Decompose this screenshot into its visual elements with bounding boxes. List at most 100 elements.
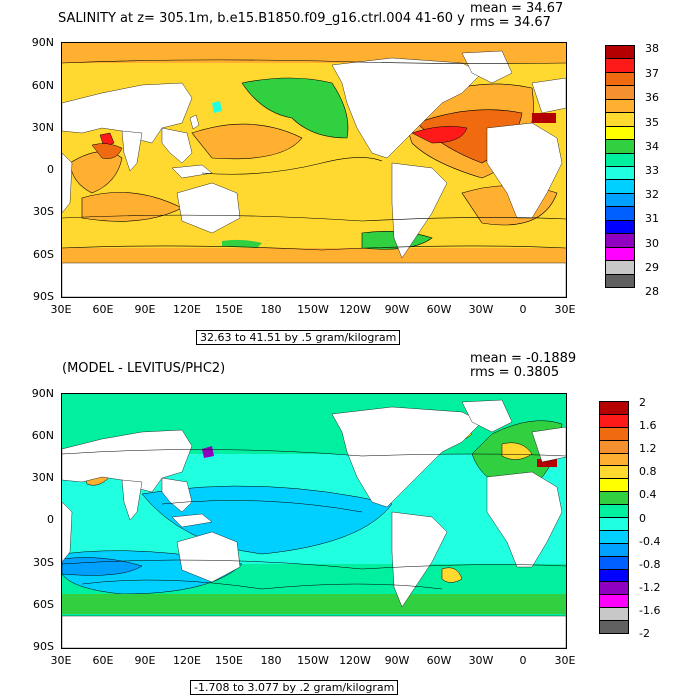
panel2-lat-tick: 30N bbox=[31, 471, 54, 484]
panel2-colorbar-swatch bbox=[599, 594, 629, 609]
panel1-colorbar-swatch bbox=[605, 125, 635, 141]
panel1-colorbar-swatch bbox=[605, 179, 635, 194]
panel2-colorbar-swatch bbox=[599, 478, 629, 493]
panel2-colorbar-label: 0 bbox=[639, 512, 646, 525]
panel1-lat-tick: 30N bbox=[31, 121, 54, 134]
panel2-colorbar-label: 0.4 bbox=[639, 488, 657, 501]
panel2-colorbar-swatch bbox=[599, 568, 629, 583]
panel2-colorbar-swatch bbox=[599, 439, 629, 454]
panel1-colorbar-label: 28 bbox=[645, 285, 659, 298]
panel1-lon-tick: 0 bbox=[519, 303, 527, 316]
panel2-lat-tick: 60N bbox=[31, 429, 54, 442]
panel1-lon-tick: 120W bbox=[339, 303, 371, 316]
panel1-lon-tick: 30W bbox=[468, 303, 494, 316]
panel1-colorbar-swatch bbox=[605, 192, 635, 208]
panel1-lat-tick: 90S bbox=[33, 290, 54, 303]
panel1-colorbar-label: 35 bbox=[645, 116, 659, 129]
panel1-lat-tick: 30S bbox=[33, 205, 54, 218]
panel2-colorbar-swatch bbox=[599, 504, 629, 518]
panel2-lon-tick: 60E bbox=[92, 654, 114, 667]
panel1-lon-tick: 30E bbox=[554, 303, 576, 316]
panel1-colorbar-swatch bbox=[605, 58, 635, 73]
panel2-colorbar-swatch bbox=[599, 517, 629, 531]
panel2-lat-tick: 0 bbox=[47, 513, 54, 526]
panel2-lon-tick: 30W bbox=[468, 654, 494, 667]
panel1-lat-tick: 60S bbox=[33, 248, 54, 261]
panel1-colorbar-swatch bbox=[605, 206, 635, 221]
panel1-colorbar-swatch bbox=[605, 139, 635, 154]
panel2-colorbar: 2 1.6 1.2 0.8 0.4 0 -0.4 -0.8 -1.2 -1.6 … bbox=[599, 397, 695, 640]
panel1-colorbar-swatch bbox=[605, 85, 635, 100]
panel1-colorbar-swatch bbox=[605, 233, 635, 248]
panel1-colorbar-swatch bbox=[605, 260, 635, 275]
panel2-colorbar-swatch bbox=[599, 607, 629, 622]
panel2-colorbar-label: 2 bbox=[639, 396, 646, 409]
panel1-lat-tick: 60N bbox=[31, 79, 54, 92]
panel1-colorbar-swatch bbox=[605, 98, 635, 114]
panel2-lon-tick: 30E bbox=[554, 654, 576, 667]
panel1-colorbar-label: 31 bbox=[645, 212, 659, 225]
panel2-lon-tick: 120E bbox=[173, 654, 201, 667]
panel1-title: SALINITY at z= 305.1m, b.e15.B1850.f09_g… bbox=[58, 11, 465, 26]
panel1-colorbar-swatch bbox=[605, 246, 635, 262]
panel1-map-svg bbox=[62, 43, 566, 297]
panel2-rms: rms = 0.3805 bbox=[470, 365, 560, 380]
panel1-colorbar-swatch bbox=[605, 273, 635, 288]
panel1-mean: mean = 34.67 bbox=[470, 1, 564, 16]
panel2-lon-tick: 60W bbox=[426, 654, 452, 667]
panel1-lat-tick: 0 bbox=[47, 163, 54, 176]
panel2-lat-tick: 60S bbox=[33, 598, 54, 611]
panel1-lon-tick: 150E bbox=[215, 303, 243, 316]
panel1-colorbar-label: 37 bbox=[645, 67, 659, 80]
panel2-title: (MODEL - LEVITUS/PHC2) bbox=[62, 361, 226, 376]
panel1-colorbar-label: 38 bbox=[645, 42, 659, 55]
panel1-colorbar-swatch bbox=[605, 71, 635, 87]
panel1-range-label: 32.63 to 41.51 by .5 gram/kilogram bbox=[196, 330, 401, 345]
panel2-colorbar-label: -2 bbox=[639, 627, 650, 640]
panel1-colorbar-label: 36 bbox=[645, 91, 659, 104]
panel1-colorbar-label: 29 bbox=[645, 261, 659, 274]
panel1-lon-tick: 90W bbox=[384, 303, 410, 316]
panel2-colorbar-swatch bbox=[599, 555, 629, 570]
panel1-rms: rms = 34.67 bbox=[470, 15, 551, 30]
panel2-colorbar-swatch bbox=[599, 581, 629, 596]
panel1-colorbar-swatch bbox=[605, 152, 635, 167]
panel2-lat-tick: 90N bbox=[31, 387, 54, 400]
panel2-colorbar-label: 1.6 bbox=[639, 419, 657, 432]
panel2-colorbar-swatch bbox=[599, 465, 629, 480]
panel2-lat-tick: 90S bbox=[33, 640, 54, 653]
panel2-colorbar-swatch bbox=[599, 491, 629, 506]
panel2-lon-tick: 30E bbox=[50, 654, 72, 667]
panel1-lon-tick: 120E bbox=[173, 303, 201, 316]
panel1-colorbar-label: 34 bbox=[645, 140, 659, 153]
panel2-colorbar-label: -0.8 bbox=[639, 558, 661, 571]
panel1-colorbar: 38 37 36 35 34 33 32 31 30 29 28 bbox=[605, 42, 695, 298]
panel1-lon-tick: 150W bbox=[297, 303, 329, 316]
panel1-colorbar-label: 32 bbox=[645, 188, 659, 201]
panel2-colorbar-swatch bbox=[599, 529, 629, 544]
panel1-colorbar-label: 33 bbox=[645, 164, 659, 177]
panel1-lat-tick: 90N bbox=[31, 36, 54, 49]
panel1-map bbox=[61, 42, 567, 298]
panel2-colorbar-swatch bbox=[599, 452, 629, 467]
panel1-colorbar-label: 30 bbox=[645, 237, 659, 250]
panel2-colorbar-swatch bbox=[599, 620, 629, 634]
panel2-colorbar-label: 1.2 bbox=[639, 442, 657, 455]
panel1-lon-tick: 180 bbox=[260, 303, 282, 316]
panel2-lon-tick: 150W bbox=[297, 654, 329, 667]
panel2-colorbar-swatch bbox=[599, 413, 629, 428]
panel2-lon-tick: 90E bbox=[134, 654, 156, 667]
panel2-colorbar-label: -1.2 bbox=[639, 581, 661, 594]
panel1-colorbar-swatch bbox=[605, 219, 635, 235]
panel2-lon-tick: 120W bbox=[339, 654, 371, 667]
panel2-colorbar-label: 0.8 bbox=[639, 465, 657, 478]
panel2-lon-tick: 150E bbox=[215, 654, 243, 667]
panel2-lat-tick: 30S bbox=[33, 556, 54, 569]
panel1-lon-tick: 90E bbox=[134, 303, 156, 316]
panel1-colorbar-swatch bbox=[605, 166, 635, 181]
panel1-colorbar-swatch bbox=[605, 45, 635, 60]
panel2-map-svg bbox=[62, 394, 566, 648]
panel2-lon-tick: 180 bbox=[260, 654, 282, 667]
panel2-lon-tick: 0 bbox=[519, 654, 527, 667]
panel2-range-label: -1.708 to 3.077 by .2 gram/kilogram bbox=[190, 680, 399, 695]
